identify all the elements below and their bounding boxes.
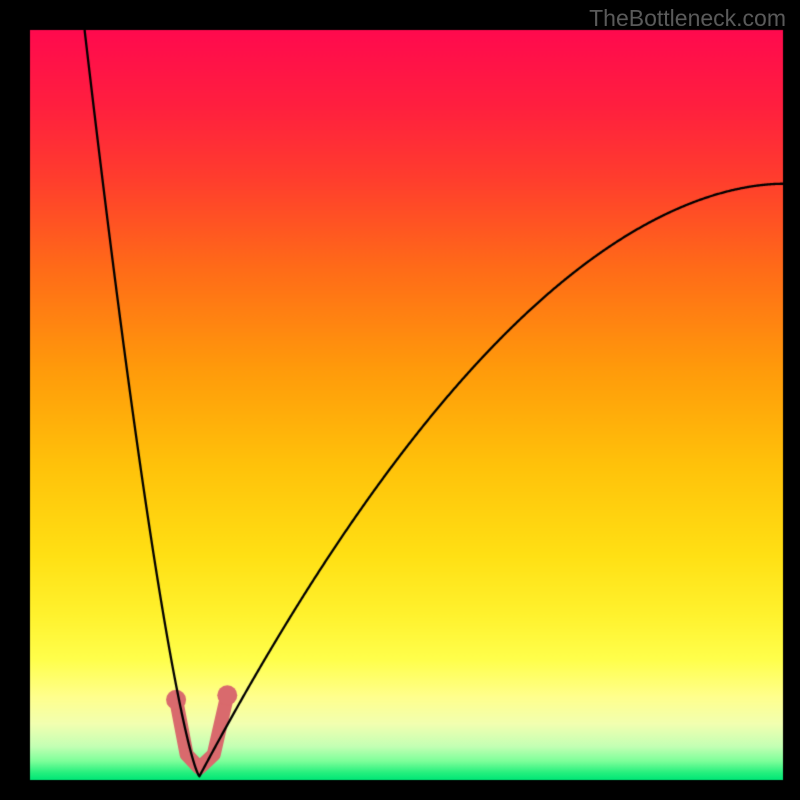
bottleneck-curve-chart	[0, 0, 800, 800]
chart-container: TheBottleneck.com	[0, 0, 800, 800]
